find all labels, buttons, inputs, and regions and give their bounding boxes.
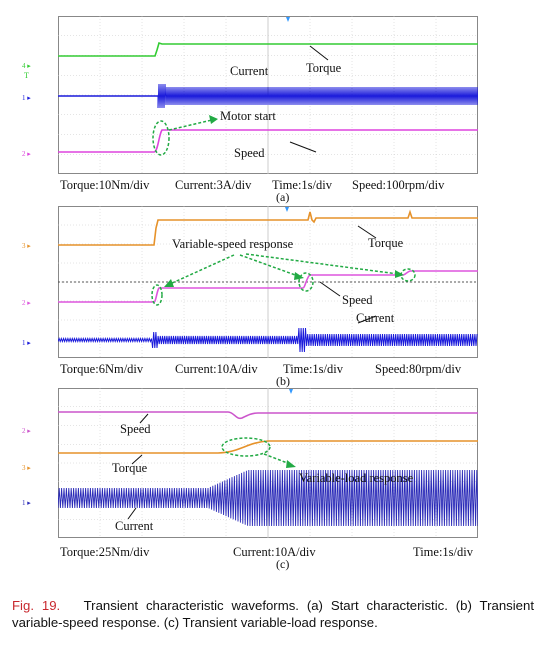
torque-scale-b: Torque:6Nm/div — [60, 362, 144, 376]
torque-label-b: Torque — [368, 236, 404, 250]
torque-leader-b — [357, 225, 377, 239]
current-scale-c: Current:10A/div — [233, 545, 316, 559]
speed-leader-c — [139, 413, 149, 424]
speed-leader-b — [319, 281, 341, 297]
ch3-marker-b: 3 ▸ — [22, 242, 31, 250]
vs-arrow-2 — [239, 254, 299, 277]
ch2-marker-b: 2 ▸ — [22, 299, 31, 307]
current-label-b: Current — [356, 311, 395, 325]
vs-arrowhead-3 — [395, 270, 404, 278]
speed-step-ellipse-1 — [151, 284, 163, 306]
torque-leader-c — [131, 454, 143, 465]
motor-start-arrow — [168, 119, 213, 131]
current-label-a: Current — [230, 64, 269, 78]
trigger-marker-a — [286, 17, 290, 22]
motor-start-arrowhead — [209, 115, 218, 124]
ch2-marker-a: 2 ▸ — [22, 150, 31, 158]
variable-speed-label: Variable-speed response — [172, 237, 294, 251]
ch3-marker-c: 3 ▸ — [22, 464, 31, 472]
speed-scale-b: Speed:80rpm/div — [375, 362, 462, 376]
torque-trace-c — [58, 440, 478, 454]
variable-load-ellipse — [221, 437, 271, 457]
speed-trace-b — [58, 270, 478, 303]
panel-label-c: (c) — [276, 557, 290, 571]
ch1-marker-a: 1 ▸ — [22, 94, 31, 102]
current-label-c: Current — [115, 519, 154, 533]
speed-step-ellipse-2 — [298, 272, 314, 292]
panel-label-b: (b) — [276, 374, 290, 388]
trigger-marker-b — [285, 207, 289, 212]
current-scale-a: Current:3A/div — [175, 178, 252, 192]
current-leader-c — [127, 507, 137, 520]
torque-trace-a — [58, 41, 478, 57]
scope-b-svg — [58, 206, 478, 358]
current-trace-a — [157, 83, 478, 109]
trigger-marker-c — [289, 389, 293, 394]
caption-text: Transient characteristic waveforms. (a) … — [12, 598, 535, 630]
speed-label-b: Speed — [342, 293, 373, 307]
current-trace-c — [58, 469, 478, 527]
speed-trace-c — [58, 411, 478, 420]
time-scale-b: Time:1s/div — [283, 362, 343, 376]
scope-a-svg — [58, 16, 478, 174]
current-leader-b — [357, 315, 377, 324]
variable-load-label: Variable-load response — [299, 471, 414, 485]
caption-lead: Fig. 19. — [12, 598, 61, 613]
torque-label-c: Torque — [112, 461, 148, 475]
scope-panel-a — [58, 16, 478, 174]
speed-trace-a — [58, 129, 478, 153]
ch2-marker-c: 2 ▸ — [22, 427, 31, 435]
torque-leader-a — [309, 45, 329, 61]
vs-arrow-3 — [245, 253, 399, 275]
trig-marker-a: T — [24, 71, 29, 80]
vs-arrow-1 — [169, 254, 235, 285]
ch1-marker-c: 1 ▸ — [22, 499, 31, 507]
speed-leader-a — [289, 141, 317, 153]
torque-scale-c: Torque:25Nm/div — [60, 545, 150, 559]
speed-label-c: Speed — [120, 422, 151, 436]
ch4-marker-a: 4 ▸ — [22, 62, 31, 70]
speed-label-a: Speed — [234, 146, 265, 160]
scope-panel-c — [58, 388, 478, 538]
scope-panel-b — [58, 206, 478, 358]
time-scale-c: Time:1s/div — [413, 545, 473, 559]
motor-start-label: Motor start — [220, 109, 276, 123]
torque-label-a: Torque — [306, 61, 342, 75]
vs-arrowhead-1 — [164, 279, 174, 287]
vs-arrowhead-2 — [294, 272, 304, 280]
speed-scale-a: Speed:100rpm/div — [352, 178, 445, 192]
ch1-marker-b: 1 ▸ — [22, 339, 31, 347]
scope-c-svg — [58, 388, 478, 538]
torque-trace-b — [58, 209, 478, 246]
current-trace-b — [58, 327, 478, 353]
motor-start-ellipse — [152, 120, 170, 156]
current-scale-b: Current:10A/div — [175, 362, 258, 376]
time-scale-a: Time:1s/div — [272, 178, 332, 192]
torque-scale-a: Torque:10Nm/div — [60, 178, 150, 192]
panel-label-a: (a) — [276, 190, 290, 204]
figure-caption: Fig. 19. Transient characteristic wavefo… — [12, 597, 534, 631]
variable-load-arrowhead — [286, 460, 296, 468]
